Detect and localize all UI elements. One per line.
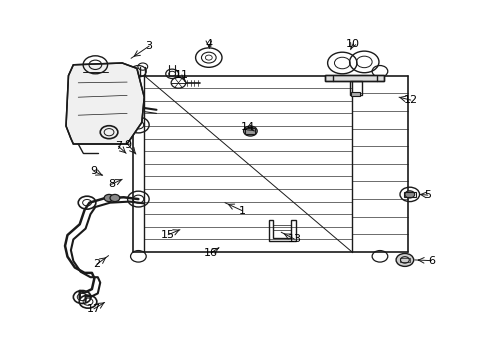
Text: 16: 16 — [204, 248, 218, 258]
Text: 3: 3 — [145, 41, 152, 51]
Circle shape — [404, 191, 414, 198]
Text: 4: 4 — [205, 39, 212, 49]
Circle shape — [110, 194, 120, 202]
Text: 6: 6 — [427, 256, 434, 266]
Text: 2: 2 — [93, 259, 100, 269]
Text: 9: 9 — [90, 166, 97, 176]
Text: 5: 5 — [424, 190, 430, 200]
Bar — [349, 81, 361, 95]
Text: 10: 10 — [346, 39, 359, 49]
Text: 7: 7 — [115, 141, 122, 151]
Text: 12: 12 — [403, 95, 417, 105]
Bar — [350, 92, 360, 96]
Text: 8: 8 — [108, 179, 115, 189]
Circle shape — [395, 253, 413, 266]
Text: 9: 9 — [124, 140, 131, 150]
Text: 1: 1 — [238, 206, 245, 216]
Text: 14: 14 — [240, 122, 254, 132]
Circle shape — [243, 126, 257, 136]
Bar — [403, 192, 415, 197]
Text: 15: 15 — [161, 230, 175, 240]
Circle shape — [104, 194, 114, 202]
Text: 17: 17 — [87, 304, 101, 314]
Text: 11: 11 — [175, 70, 188, 80]
Bar — [325, 75, 383, 81]
Bar — [245, 128, 255, 134]
Polygon shape — [66, 63, 144, 144]
Bar — [325, 75, 383, 81]
Bar — [399, 258, 409, 262]
Text: 13: 13 — [287, 234, 301, 244]
